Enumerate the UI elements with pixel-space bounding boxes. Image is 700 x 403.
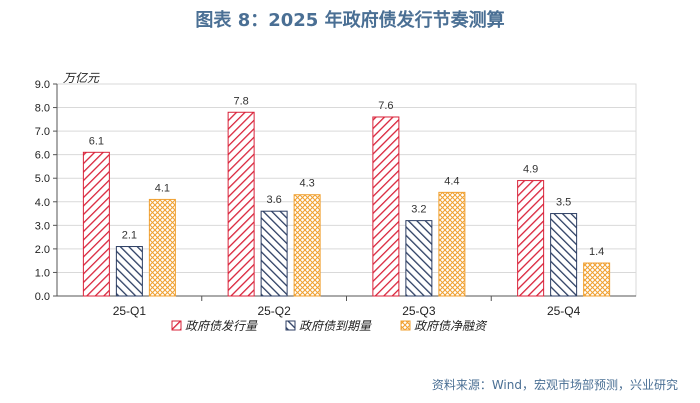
data-label: 4.1 — [155, 182, 170, 194]
data-label: 1.4 — [589, 246, 604, 258]
y-tick-label: 0.0 — [35, 291, 50, 303]
data-label: 7.8 — [233, 95, 248, 107]
data-label: 4.4 — [444, 175, 459, 187]
data-label: 3.2 — [411, 204, 426, 216]
bar-issuance — [517, 180, 545, 297]
y-tick-label: 7.0 — [35, 126, 50, 138]
data-label: 4.9 — [523, 164, 538, 176]
legend: 政府债发行量 政府债到期量 政府债净融资 — [171, 319, 488, 333]
y-tick-label: 5.0 — [35, 173, 50, 185]
x-category-label: 25-Q3 — [402, 304, 436, 318]
data-label: 3.5 — [556, 197, 571, 209]
bar-maturity — [115, 246, 143, 297]
legend-swatch-net — [400, 320, 411, 331]
bar-net — [438, 191, 466, 297]
y-tick-label: 8.0 — [35, 103, 50, 115]
axes: 0.0 1.0 2.0 3.0 4.0 5.0 6.0 7.0 8.0 9.0 万亿元 25-Q1 25… — [35, 71, 636, 318]
bar-maturity — [405, 220, 433, 297]
y-tick-label: 4.0 — [35, 197, 50, 209]
bar-net — [148, 198, 176, 297]
y-tick-label: 9.0 — [35, 79, 50, 91]
y-tick-label: 1.0 — [35, 267, 50, 279]
data-label: 3.6 — [266, 194, 281, 206]
chart-title: 图表 8：2025 年政府债发行节奏测算 — [195, 10, 505, 31]
bar-maturity — [550, 213, 578, 297]
data-label: 4.3 — [299, 178, 314, 190]
legend-label-maturity: 政府债到期量 — [299, 319, 372, 333]
x-category-label: 25-Q2 — [257, 304, 291, 318]
y-tick-label: 2.0 — [35, 244, 50, 256]
bars — [82, 111, 611, 297]
legend-swatch-maturity — [285, 320, 296, 331]
gridlines — [56, 83, 637, 297]
data-label: 2.1 — [122, 230, 137, 242]
y-tick-label: 6.0 — [35, 150, 50, 162]
legend-label-issuance: 政府债发行量 — [185, 319, 258, 333]
legend-swatch-issuance — [171, 320, 182, 331]
data-label: 6.1 — [89, 135, 104, 147]
y-tick-label: 3.0 — [35, 220, 50, 232]
bar-issuance — [227, 111, 255, 297]
legend-label-net: 政府债净融资 — [414, 319, 488, 333]
y-unit-label: 万亿元 — [63, 71, 100, 85]
bar-maturity — [260, 210, 288, 297]
source-note: 资料来源：Wind，宏观市场部预测，兴业研究 — [431, 378, 678, 392]
x-category-label: 25-Q4 — [547, 304, 581, 318]
bar-issuance — [372, 116, 400, 297]
data-label: 7.6 — [378, 100, 393, 112]
data-labels: 6.1 2.1 4.1 7.8 3.6 4.3 7.6 3.2 4.4 4.9 3.5 1.4 — [89, 95, 605, 258]
plot-frame — [56, 83, 637, 297]
bar-net — [583, 262, 611, 297]
x-category-label: 25-Q1 — [113, 304, 147, 318]
bar-net — [293, 194, 321, 297]
bar-issuance — [82, 151, 110, 297]
